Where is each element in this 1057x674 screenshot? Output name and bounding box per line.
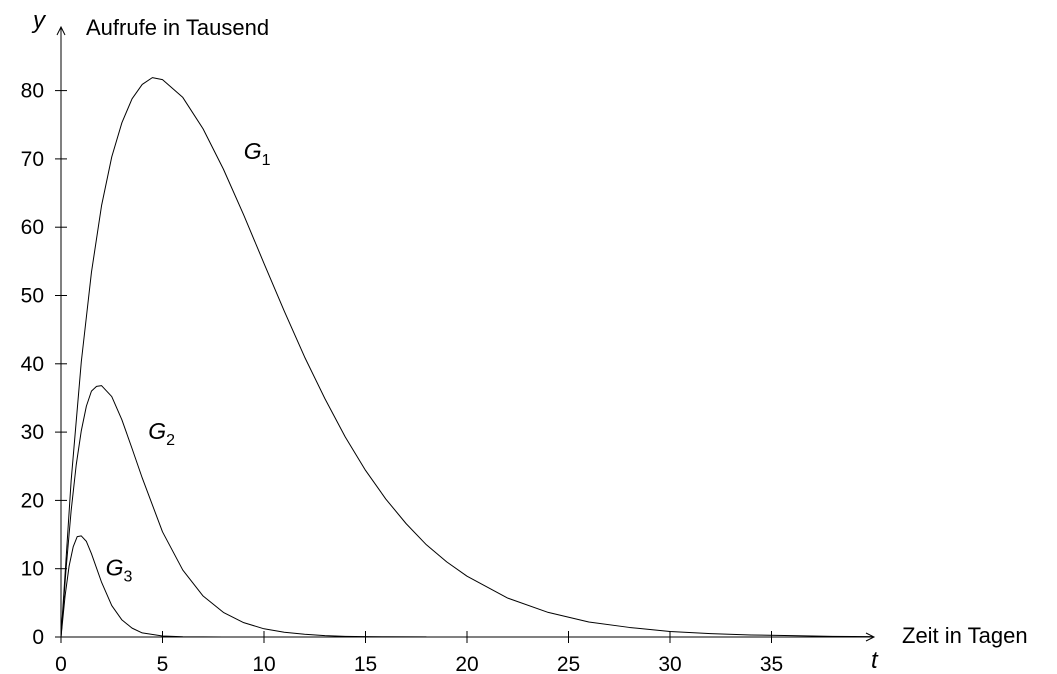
labels: y Aufrufe in Tausend t Zeit in Tagen [31, 7, 1028, 674]
y-tick-label: 10 [21, 558, 44, 581]
series-label-1: G1 [244, 138, 271, 169]
x-tick-label: 10 [252, 653, 275, 674]
y-axis-symbol: y [31, 7, 47, 34]
x-tick-label: 35 [760, 653, 783, 674]
x-tick-label: 20 [455, 653, 478, 674]
series-label-3: G3 [106, 555, 133, 586]
x-tick-label: 0 [55, 653, 67, 674]
series-line-2 [60, 385, 427, 638]
y-axis-title: Aufrufe in Tausend [86, 15, 269, 40]
series-line-3 [60, 535, 224, 638]
y-tick-label: 30 [21, 421, 44, 444]
ticks: 0 5 10 15 20 25 30 35 0 10 20 30 40 50 60 70 80 [21, 80, 784, 674]
y-tick-label: 0 [32, 626, 44, 649]
x-tick-label: 5 [157, 653, 169, 674]
x-tick-label: 30 [658, 653, 681, 674]
series-label-2: G2 [148, 418, 175, 449]
y-tick-label: 40 [21, 353, 44, 376]
axes [56, 25, 876, 642]
x-axis-title: Zeit in Tagen [902, 623, 1028, 648]
y-tick-label: 50 [21, 285, 44, 308]
x-axis-arrowhead [865, 632, 876, 642]
series-line-1 [60, 77, 874, 638]
y-tick-label: 80 [21, 80, 44, 103]
y-tick-label: 20 [21, 489, 44, 512]
y-tick-label: 70 [21, 148, 44, 171]
y-tick-label: 60 [21, 216, 44, 239]
x-tick-label: 25 [557, 653, 580, 674]
curves: G1 G2 G3 [60, 77, 874, 638]
y-axis-arrowhead [56, 25, 66, 36]
x-tick-label: 15 [354, 653, 377, 674]
x-axis-symbol: t [871, 647, 879, 674]
